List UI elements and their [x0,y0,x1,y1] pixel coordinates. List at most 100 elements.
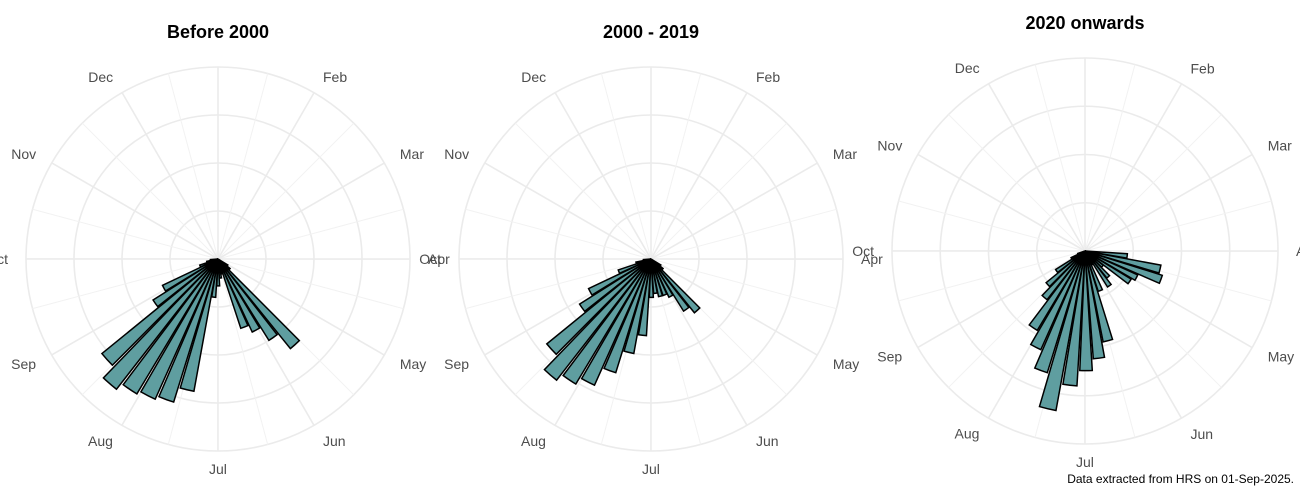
grid-spoke-minor [217,258,404,310]
bar [650,258,674,299]
bar [1029,250,1086,351]
grid-spoke-minor [898,250,1086,302]
month-label-dec: Dec [88,69,113,85]
bar [1084,250,1106,360]
grid-spoke [917,153,1086,252]
grid-spoke-minor [32,208,219,260]
grid-spoke-minor [650,73,702,260]
grid-spoke [1084,83,1183,252]
bar [179,258,219,393]
grid-spoke-minor [217,73,269,260]
bar [1084,250,1114,343]
chart-title: Before 2000 [167,22,269,42]
bar [587,258,652,297]
month-label-feb: Feb [323,69,347,85]
grid-spoke-minor [600,73,652,260]
bar [102,258,219,391]
bar [1041,250,1086,301]
bar [650,258,690,313]
grid-spoke-minor [465,258,652,310]
bar [603,258,652,374]
month-label-nov: Nov [444,146,469,162]
bar [217,258,279,342]
month-label-jul: Jul [642,461,660,477]
month-label-may: May [400,356,426,372]
month-label-apr: Apr [428,251,450,267]
bar [1084,250,1113,289]
bar [161,258,219,293]
grid-spoke-minor [650,122,788,260]
month-label-oct: Oct [0,251,8,267]
bar [650,258,701,314]
bar [1076,250,1086,256]
month-label-apr: Apr [861,251,883,267]
bar [122,258,219,395]
polar-panel-2000-2019: 2000 - 2019 Feb Mar Apr May Jun Jul Aug Sep Oct N… [419,22,883,477]
month-label-nov: Nov [877,137,902,153]
polar-panel-before-2000: Before 2000 Feb Mar Apr May Jun Jul Aug Sep Oct N… [0,22,450,477]
grid-spoke-minor [650,208,837,260]
grid-spoke [217,92,315,260]
grid-spoke-minor [217,122,355,260]
grid-spoke-minor [948,114,1086,252]
grid-spoke-minor [217,258,269,445]
month-label-jun: Jun [1190,426,1213,442]
grid-spoke-minor [1084,114,1222,252]
bar [650,258,664,298]
grid-spoke [554,92,652,260]
bar [217,258,261,334]
month-label-aug: Aug [955,426,980,442]
grid-spoke-minor [650,258,837,310]
month-label-aug: Aug [88,433,113,449]
bars [543,258,701,387]
data-source-caption: Data extracted from HRS on 01-Sep-2025. [1067,472,1294,486]
grid-spoke-minor [217,208,404,260]
bar [157,258,219,403]
bar [642,258,652,262]
grid-spoke-minor [1084,64,1136,252]
month-label-feb: Feb [756,69,780,85]
grid-spoke [987,83,1086,252]
bar [1038,250,1086,412]
month-label-may: May [833,356,859,372]
grid-spoke-minor [32,258,219,310]
month-label-may: May [1268,349,1294,365]
month-label-apr: Apr [1296,243,1300,259]
bar [545,258,652,356]
grid-spoke [1084,250,1183,419]
month-label-dec: Dec [955,60,980,76]
month-label-oct: Oct [419,251,441,267]
month-label-sep: Sep [444,356,469,372]
grid-spoke [484,162,652,260]
month-label-nov: Nov [11,146,36,162]
grid-spoke-minor [898,200,1086,252]
chart-title: 2020 onwards [1025,13,1144,33]
month-label-jun: Jun [323,433,346,449]
month-label-mar: Mar [833,146,857,162]
grid-spoke [1084,153,1253,252]
month-label-jul: Jul [209,461,227,477]
bar [1045,250,1086,288]
bars [100,258,301,403]
month-label-sep: Sep [11,356,36,372]
bar [617,258,652,275]
bar [152,258,219,308]
bar [1033,250,1086,374]
grid-spoke-minor [514,122,652,260]
grid-spoke-minor [81,122,219,260]
bar [1078,250,1094,372]
grid-spoke [217,258,385,356]
bar [1054,250,1086,274]
month-label-mar: Mar [1268,138,1292,154]
bar [100,258,219,367]
month-label-feb: Feb [1191,60,1215,76]
grid-spoke [917,250,1086,349]
grid-spoke-minor [167,73,219,260]
grid-spoke-minor [465,208,652,260]
grid-spoke-minor [1084,200,1272,252]
bar [217,258,249,330]
grid-spoke-minor [1034,64,1086,252]
bar [1028,250,1086,332]
grid-spoke [121,92,219,260]
bar [580,258,652,387]
